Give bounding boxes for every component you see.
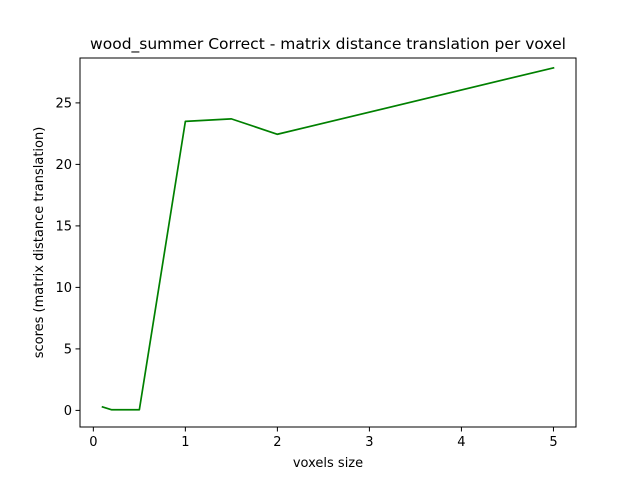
x-tick-label: 4 <box>457 435 465 450</box>
plot-area <box>80 58 576 427</box>
plot-frame <box>79 57 577 428</box>
series-layer <box>101 66 555 411</box>
x-tick-label: 5 <box>549 435 557 450</box>
y-tick-label: 10 <box>55 281 72 296</box>
x-tick-label: 1 <box>181 435 189 450</box>
chart-title: wood_summer Correct - matrix distance tr… <box>90 35 566 54</box>
x-tick-label: 0 <box>89 435 97 450</box>
y-tick-label: 5 <box>64 342 72 357</box>
y-tick-label: 20 <box>55 158 72 173</box>
y-axis-label: scores (matrix distance translation) <box>32 127 47 359</box>
axes-layer <box>79 57 577 428</box>
ticks-layer: 0 1 2 3 4 5 0 5 10 15 20 25 <box>55 96 557 450</box>
y-tick-label: 15 <box>55 219 72 234</box>
series-line-1 <box>101 66 555 411</box>
x-tick-label: 3 <box>365 435 373 450</box>
x-tick-label: 2 <box>273 435 281 450</box>
x-axis-label: voxels size <box>293 456 363 471</box>
y-tick-label: 0 <box>64 404 72 419</box>
y-tick-label: 25 <box>55 96 72 111</box>
